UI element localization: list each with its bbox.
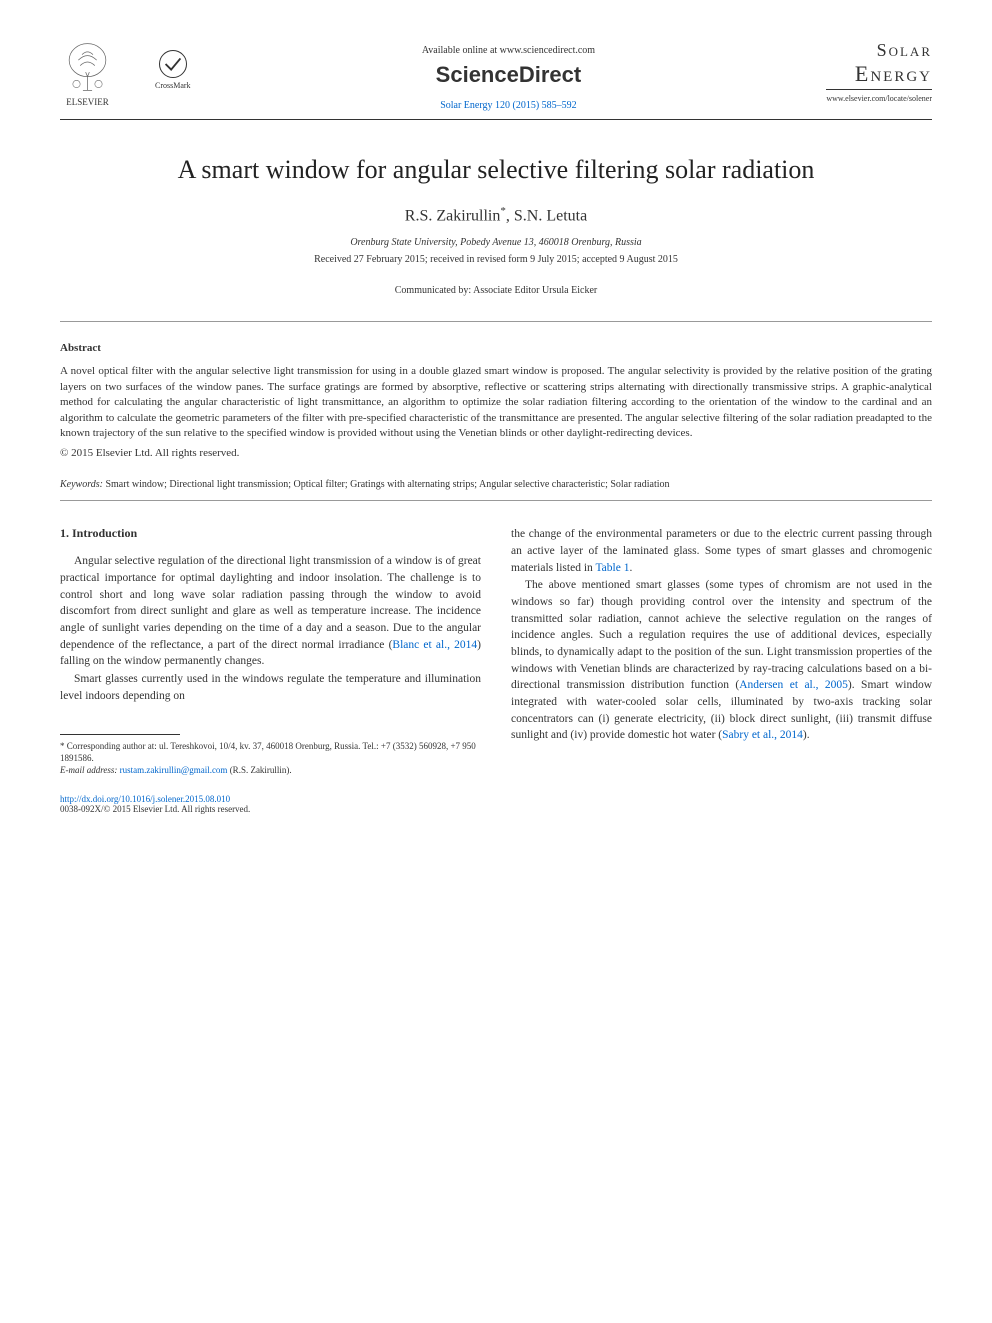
journal-name-line2: Energy: [826, 61, 932, 90]
ref-table-1[interactable]: Table 1: [595, 562, 629, 574]
corr-label: * Corresponding author at:: [60, 741, 159, 751]
crossmark-icon: [159, 50, 187, 78]
corresponding-author-footnote: * Corresponding author at: ul. Tereshkov…: [60, 741, 481, 764]
header-left: ELSEVIER CrossMark: [60, 40, 191, 107]
available-online-text: Available online at www.sciencedirect.co…: [191, 45, 827, 56]
ref-andersen-2005[interactable]: Andersen et al., 2005: [739, 679, 848, 691]
sciencedirect-logo[interactable]: ScienceDirect: [191, 62, 827, 88]
column-right: the change of the environmental paramete…: [511, 526, 932, 814]
author-2[interactable]: S.N. Letuta: [514, 207, 587, 224]
abstract-bottom-rule: [60, 500, 932, 501]
authors: R.S. Zakirullin*, S.N. Letuta: [60, 205, 932, 225]
email-link[interactable]: rustam.zakirullin@gmail.com: [120, 765, 228, 775]
article-title: A smart window for angular selective fil…: [60, 155, 932, 185]
ref-blanc-2014[interactable]: Blanc et al., 2014: [392, 639, 477, 651]
journal-reference[interactable]: Solar Energy 120 (2015) 585–592: [191, 100, 827, 111]
doi-block: http://dx.doi.org/10.1016/j.solener.2015…: [60, 794, 481, 814]
journal-url[interactable]: www.elsevier.com/locate/solener: [826, 94, 932, 103]
abstract-top-rule: [60, 321, 932, 322]
communicated-by: Communicated by: Associate Editor Ursula…: [60, 285, 932, 296]
elsevier-label: ELSEVIER: [66, 97, 109, 107]
header-rule: [60, 119, 932, 120]
email-label: E-mail address:: [60, 765, 117, 775]
elsevier-logo[interactable]: ELSEVIER: [60, 40, 115, 107]
article-dates: Received 27 February 2015; received in r…: [60, 254, 932, 265]
intro-para-1: Angular selective regulation of the dire…: [60, 553, 481, 670]
intro-para-2: Smart glasses currently used in the wind…: [60, 671, 481, 704]
header-right: Solar Energy www.elsevier.com/locate/sol…: [826, 40, 932, 103]
keywords: Keywords: Smart window; Directional ligh…: [60, 479, 932, 490]
header-center: Available online at www.sciencedirect.co…: [191, 40, 827, 111]
ref-sabry-2014[interactable]: Sabry et al., 2014: [722, 729, 803, 741]
header: ELSEVIER CrossMark Available online at w…: [60, 40, 932, 111]
keywords-text: Smart window; Directional light transmis…: [103, 479, 670, 490]
author-sep: ,: [506, 207, 514, 224]
email-footnote: E-mail address: rustam.zakirullin@gmail.…: [60, 765, 481, 777]
crossmark-label: CrossMark: [155, 81, 191, 90]
journal-name-line1: Solar: [826, 40, 932, 61]
affiliation: Orenburg State University, Pobedy Avenue…: [60, 237, 932, 248]
section-1-heading: 1. Introduction: [60, 526, 481, 541]
issn-text: 0038-092X/© 2015 Elsevier Ltd. All right…: [60, 804, 481, 814]
abstract-heading: Abstract: [60, 342, 932, 354]
column-left: 1. Introduction Angular selective regula…: [60, 526, 481, 814]
author-1[interactable]: R.S. Zakirullin: [405, 207, 501, 224]
email-who: (R.S. Zakirullin).: [227, 765, 291, 775]
intro-para-3: the change of the environmental paramete…: [511, 526, 932, 576]
crossmark-badge[interactable]: CrossMark: [155, 50, 191, 90]
intro-para-4: The above mentioned smart glasses (some …: [511, 577, 932, 744]
doi-link[interactable]: http://dx.doi.org/10.1016/j.solener.2015…: [60, 794, 481, 804]
abstract-text: A novel optical filter with the angular …: [60, 364, 932, 441]
journal-logo: Solar Energy: [826, 40, 932, 90]
copyright: © 2015 Elsevier Ltd. All rights reserved…: [60, 447, 932, 459]
elsevier-tree-icon: [60, 40, 115, 95]
keywords-label: Keywords:: [60, 479, 103, 490]
footnote-rule: [60, 734, 180, 735]
body-columns: 1. Introduction Angular selective regula…: [60, 526, 932, 814]
